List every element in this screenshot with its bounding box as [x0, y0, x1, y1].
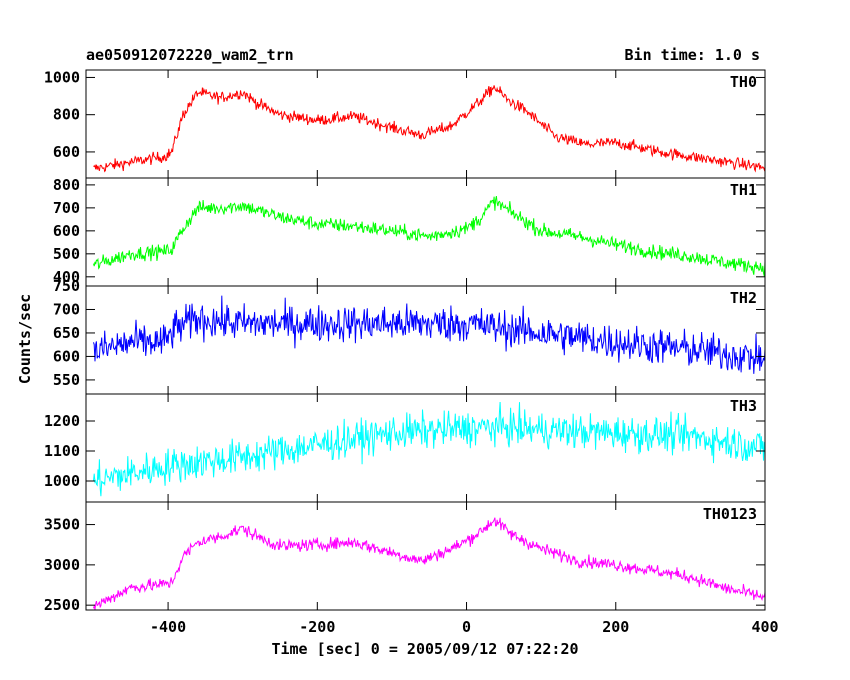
- y-tick-label: 800: [53, 176, 80, 194]
- x-tick-label: -200: [299, 618, 335, 636]
- y-tick-label: 650: [53, 324, 80, 342]
- panel-label-th2: TH2: [730, 289, 757, 307]
- series-line-th0123: [93, 517, 765, 610]
- y-tick-label: 700: [53, 300, 80, 318]
- panel-frame-th1: [85, 177, 766, 287]
- panel-frame-th0123: [85, 501, 766, 611]
- panel-frame-th2: [85, 285, 766, 395]
- y-tick-label: 1000: [44, 472, 80, 490]
- y-tick-label: 1000: [44, 68, 80, 86]
- y-tick-label: 550: [53, 371, 80, 389]
- plot-title: ae050912072220_wam2_trn: [86, 46, 294, 64]
- y-tick-label: 600: [53, 347, 80, 365]
- panel-label-th1: TH1: [730, 181, 757, 199]
- series-line-th2: [93, 295, 765, 374]
- y-axis-label: Counts/sec: [16, 293, 34, 385]
- x-tick-label: 400: [751, 618, 778, 636]
- x-axis-label-row: Time [sec] 0 = 2005/09/12 07:22:20: [0, 640, 850, 658]
- y-tick-label: 3500: [44, 516, 80, 534]
- y-tick-label: 750: [53, 277, 80, 295]
- x-axis-label: Time [sec] 0 = 2005/09/12 07:22:20: [271, 640, 579, 658]
- series-line-th3: [93, 401, 765, 497]
- x-tick-label: 0: [462, 618, 471, 636]
- x-tick-label: -400: [150, 618, 186, 636]
- y-tick-label: 600: [53, 143, 80, 161]
- panel-frame-th3: [85, 393, 766, 503]
- y-tick-label: 1100: [44, 442, 80, 460]
- series-line-th0: [93, 85, 765, 173]
- y-tick-label: 800: [53, 106, 80, 124]
- panel-label-th3: TH3: [730, 397, 757, 415]
- y-tick-label: 3000: [44, 556, 80, 574]
- y-tick-label: 400: [53, 268, 80, 286]
- y-tick-label: 500: [53, 245, 80, 263]
- y-tick-label: 2500: [44, 596, 80, 614]
- series-line-th1: [93, 195, 765, 277]
- y-tick-label: 600: [53, 222, 80, 240]
- y-tick-label: 1200: [44, 412, 80, 430]
- panel-label-th0123: TH0123: [703, 505, 757, 523]
- x-tick-label: 200: [602, 618, 629, 636]
- panel-label-th0: TH0: [730, 73, 757, 91]
- bin-time-label: Bin time: 1.0 s: [624, 46, 760, 64]
- y-tick-label: 700: [53, 199, 80, 217]
- panel-frame-th0: [85, 69, 766, 179]
